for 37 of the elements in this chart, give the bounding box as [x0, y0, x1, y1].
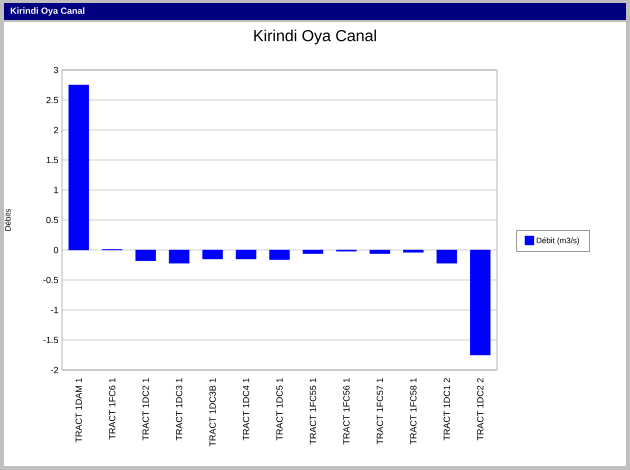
x-tick-label: TRACT 1FC6 1 — [109, 378, 116, 440]
y-tick-label: 1 — [54, 186, 58, 194]
bar — [302, 250, 324, 254]
bar — [269, 250, 290, 260]
x-tick-label: TRACT 1FC55 1 — [310, 378, 316, 444]
y-tick-label: 0.5 — [46, 216, 58, 224]
y-tick-label: 0 — [54, 246, 58, 254]
chart-title: Kirindi Oya Canal — [254, 30, 376, 44]
bar — [370, 250, 390, 254]
x-tick-label: TRACT 1DC3 1 — [176, 378, 182, 440]
y-tick-label: -0.5 — [43, 276, 58, 284]
x-tick-label: TRACT 1FC56 1 — [343, 378, 350, 444]
bar — [68, 84, 89, 250]
text: Kirindi Oya Canal — [10, 7, 84, 16]
y-tick-label: 1.5 — [46, 156, 58, 164]
bar — [470, 250, 491, 356]
bar — [403, 250, 424, 253]
x-tick-label: TRACT 1DAM 1 — [76, 378, 82, 442]
x-tick-label: TRACT 1DC2 1 — [142, 378, 149, 440]
x-tick-label: TRACT 1DC3B 1 — [209, 378, 216, 446]
bar — [168, 250, 190, 264]
y-tick-label: -1 — [50, 306, 58, 314]
y-tick-label: -2 — [50, 366, 58, 374]
y-tick-label: 2.5 — [46, 96, 58, 104]
bar — [236, 250, 256, 260]
x-tick-label: TRACT 1DC2 2 — [477, 378, 484, 440]
x-tick-label: TRACT 1DC1 2 — [444, 378, 450, 440]
x-tick-label: TRACT 1DC5 1 — [276, 378, 283, 440]
x-tick-label: TRACT 1DC4 1 — [242, 378, 250, 440]
bar — [135, 250, 156, 261]
y-tick-label: 3 — [54, 66, 58, 74]
bar — [202, 250, 223, 260]
y-tick-label: 2 — [54, 126, 58, 134]
x-tick-label: TRACT 1FC57 1 — [376, 378, 384, 444]
y-tick-label: -1.5 — [43, 336, 58, 344]
x-tick-label: TRACT 1FC58 1 — [410, 378, 417, 444]
bar — [436, 250, 458, 264]
